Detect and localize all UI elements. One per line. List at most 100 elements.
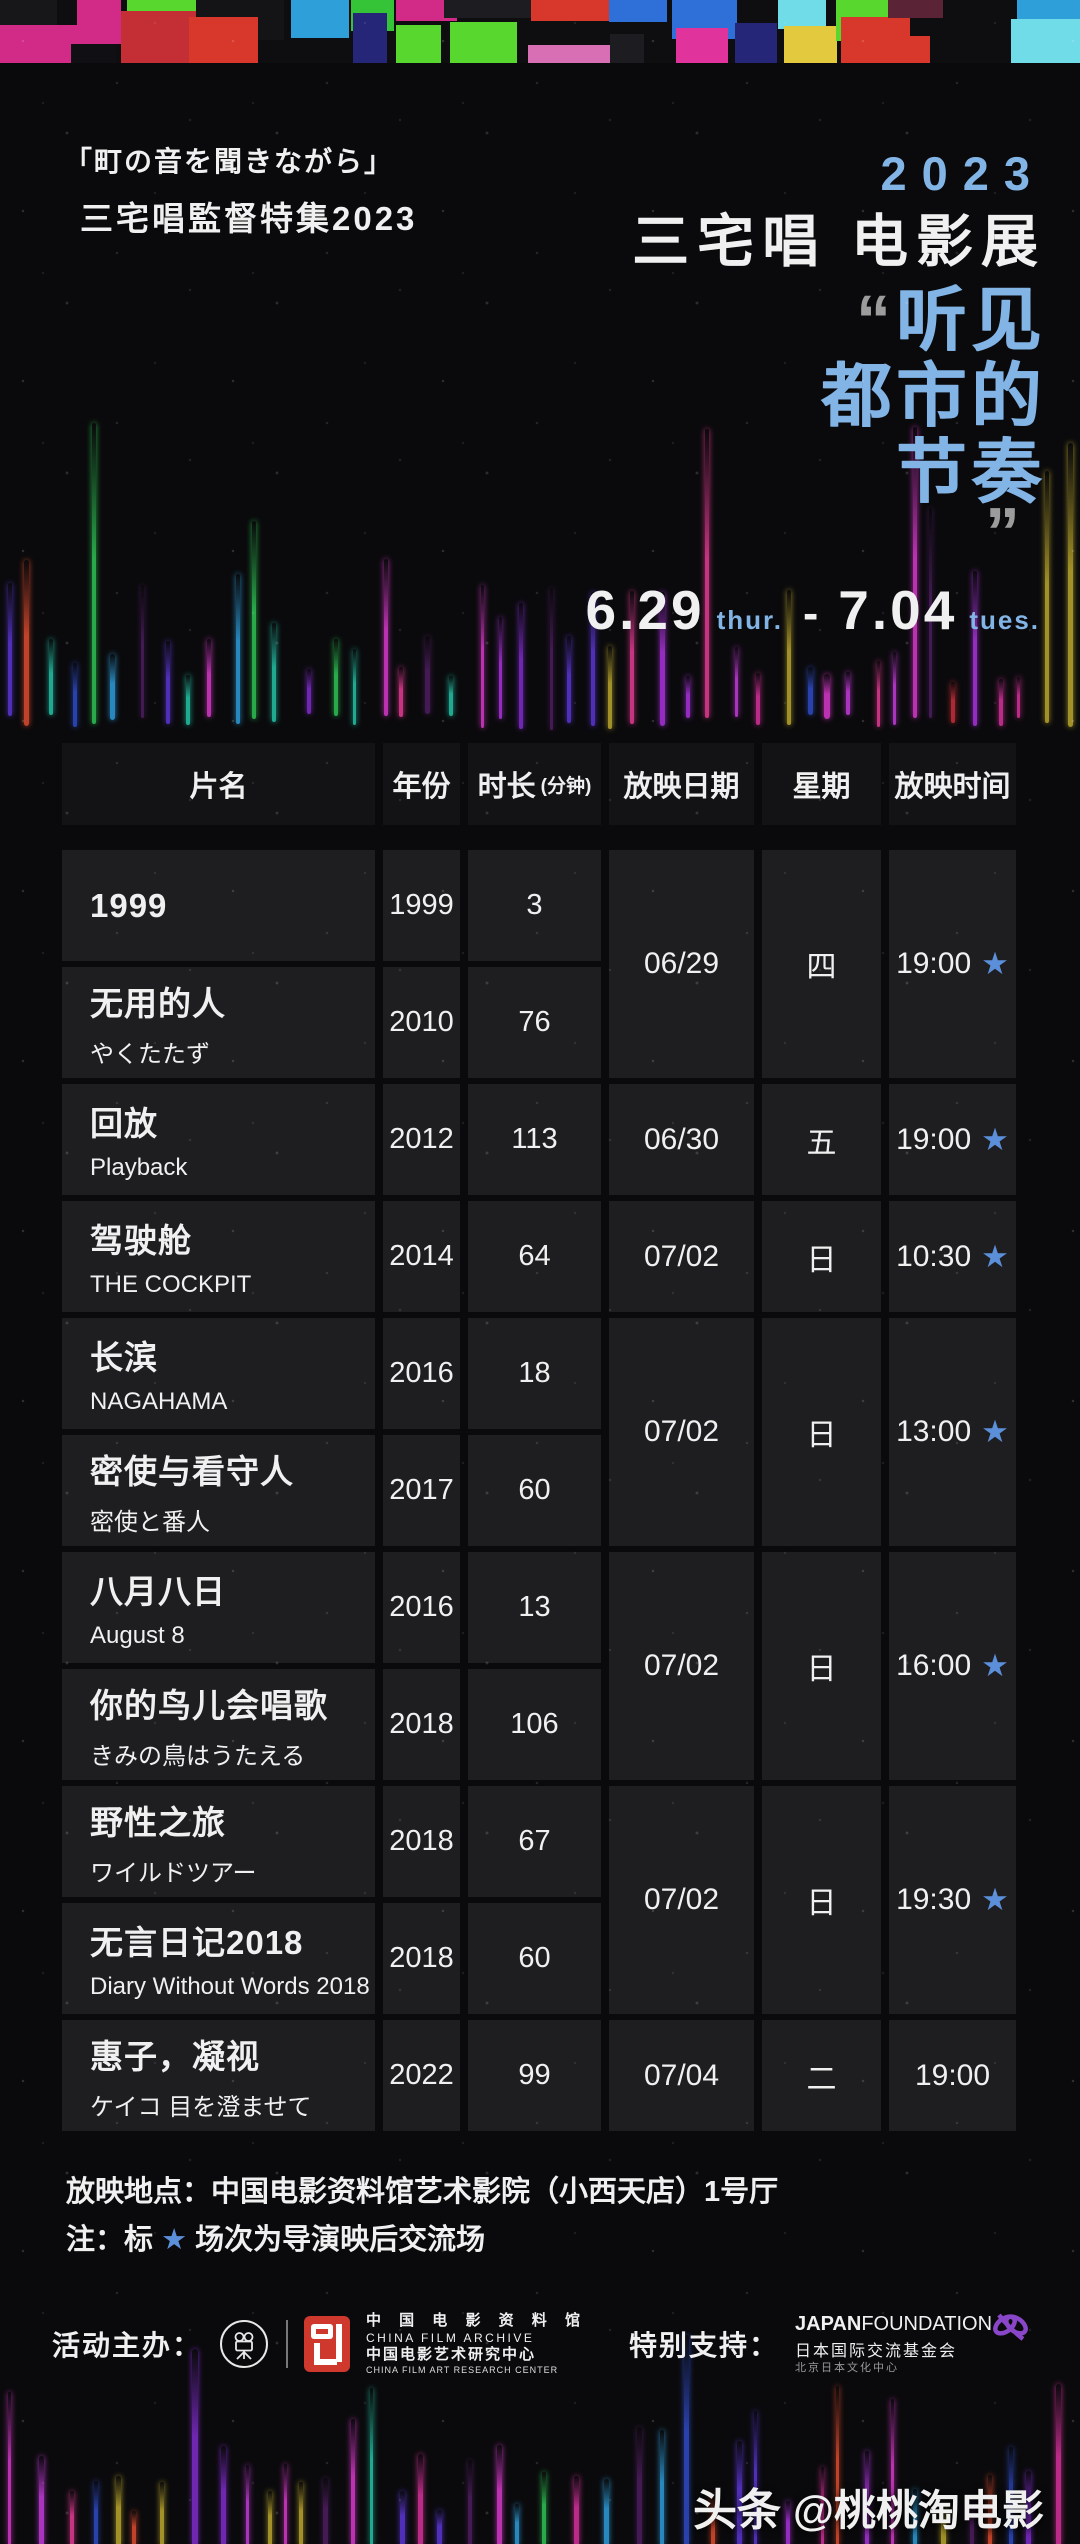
date-start: 6.29	[585, 579, 705, 641]
wave-line	[159, 2482, 165, 2544]
wave-line	[424, 635, 431, 715]
film-subtitle: ワイルドツアー	[90, 1859, 257, 1887]
screening-weekday-cell: 二	[762, 2020, 881, 2131]
film-year-cell: 2018	[383, 1669, 460, 1780]
film-duration-cell: 60	[468, 1903, 601, 2014]
waveform-top-decoration	[0, 0, 1080, 734]
film-subtitle: やくたたず	[90, 1040, 210, 1068]
wave-line	[417, 2454, 423, 2544]
wave-line	[660, 591, 666, 726]
wave-line	[73, 663, 77, 727]
wave-line	[480, 585, 484, 728]
film-title: 野性之旅	[90, 1803, 226, 1841]
wave-line	[496, 2445, 502, 2544]
quote-close-line: ”	[821, 497, 1020, 567]
wave-line	[110, 654, 115, 721]
wave-line	[498, 616, 503, 720]
glitch-block	[1011, 18, 1080, 63]
wave-line	[912, 2489, 918, 2544]
film-duration-cell: 113	[468, 1084, 601, 1195]
cfa-center-en: CHINA FILM ART RESEARCH CENTER	[365, 2364, 559, 2375]
screening-weekday-cell: 四	[762, 850, 881, 1078]
screening-date-cell: 06/30	[609, 1084, 754, 1195]
film-year-cell: 2010	[383, 967, 460, 1078]
screening-time-cell: 19:00	[889, 2020, 1016, 2131]
credits-row: 活动主办： 中 国 电 影 资 料 馆 CHINA FILM ARCHIVE 中…	[0, 2312, 1080, 2376]
film-duration-cell: 76	[468, 967, 601, 1078]
screening-weekday-cell: 日	[762, 1318, 881, 1546]
wave-line	[299, 2481, 304, 2544]
wave-line	[93, 2480, 98, 2544]
header-label: 年份	[392, 771, 451, 803]
wave-line	[140, 584, 145, 718]
glitch-block	[783, 25, 837, 63]
watermark: 头条 @桃桃淘电影	[693, 2474, 1044, 2538]
wave-line	[786, 2501, 790, 2544]
screening-time: 19:00	[896, 1122, 972, 1156]
wave-line	[307, 669, 311, 715]
slogan-line-1-text: 听见	[896, 281, 1046, 359]
wave-line	[49, 639, 53, 716]
screening-time: 16:00	[896, 1649, 972, 1682]
star-icon: ★	[161, 2224, 188, 2256]
film-title-cell: 无言日记2018 Diary Without Words 2018	[62, 1903, 375, 2014]
film-title-cell: 密使与看守人 密使と番人	[62, 1435, 375, 1546]
jf-name-rest: FOUNDATION	[861, 2313, 993, 2335]
slogan-line-1: “听见	[821, 282, 1046, 358]
wave-line	[711, 2494, 715, 2544]
cfa-name-block: 中 国 电 影 资 料 馆 CHINA FILM ARCHIVE 中国电影艺术研…	[366, 2312, 587, 2376]
schedule-body: 1999 1999 3 无用的人 やくたたず 2010 76 回放 Playback 2012 11…	[62, 850, 1018, 2131]
wave-line	[8, 2392, 12, 2544]
date-range: 6.29 thur. - 7.04 tues.	[586, 578, 1040, 642]
watermark-brand: 头条	[693, 2486, 782, 2535]
organizer-label: 活动主办：	[51, 2329, 202, 2361]
header-cell-year: 年份	[383, 743, 460, 825]
wave-line	[988, 2475, 992, 2544]
star-icon: ★	[981, 946, 1009, 981]
film-year-cell: 1999	[383, 850, 460, 961]
glitch-block	[531, 0, 612, 21]
star-icon: ★	[981, 1648, 1009, 1683]
wave-line	[950, 681, 956, 723]
wave-line	[607, 646, 612, 730]
wave-line	[890, 2399, 894, 2544]
notes-block: 放映地点：中国电影资料馆艺术影院（小西天店）1号厅 注：标 ★ 场次为导演映后交…	[66, 2168, 778, 2264]
glitch-block	[528, 44, 617, 63]
wave-line	[630, 590, 634, 725]
cfa-name-en: CHINA FILM ARCHIVE	[365, 2330, 535, 2345]
screening-time-cell: 13:00 ★	[889, 1318, 1016, 1546]
jf-name-bold: JAPAN	[795, 2313, 862, 2335]
header-label: 时长	[477, 771, 536, 803]
wave-line	[754, 2410, 758, 2544]
wave-line	[1025, 2471, 1031, 2544]
film-subtitle: THE COCKPIT	[90, 1271, 252, 1298]
japan-foundation-ribbon-icon	[993, 2313, 1028, 2341]
date-end: 7.04	[838, 579, 958, 641]
header-label: 放映时间	[894, 771, 1011, 803]
festival-year: 2023	[880, 147, 1045, 200]
film-duration-cell: 106	[468, 1669, 601, 1780]
wave-line	[636, 2427, 642, 2544]
wave-line	[845, 672, 851, 716]
film-subtitle: August 8	[90, 1622, 185, 1649]
film-year-cell: 2016	[383, 1552, 460, 1663]
film-title-cell: 野性之旅ワイルドツアー	[62, 1786, 375, 1897]
festival-subtitle-line1: 「町の音を聞きながら」	[64, 146, 395, 177]
quote-open: “	[856, 281, 896, 359]
venue-note: 放映地点：中国电影资料馆艺术影院（小西天店）1号厅	[66, 2176, 779, 2208]
wave-line	[1016, 677, 1021, 718]
wave-line	[835, 2386, 840, 2544]
wave-line	[267, 2491, 273, 2544]
film-title: 八月八日	[90, 1573, 226, 1610]
film-duration-cell: 13	[468, 1552, 601, 1663]
film-title: 你的鸟儿会唱歌	[90, 1686, 328, 1724]
wave-line	[1067, 442, 1073, 727]
wave-line	[941, 2505, 946, 2544]
glitch-block	[610, 34, 645, 63]
header-cell-weekday: 星期	[762, 743, 881, 825]
supporter-label: 特别支持：	[628, 2329, 779, 2361]
glitch-block	[888, 36, 930, 63]
header-cell-duration: 时长 (分钟)	[468, 743, 601, 825]
wave-line	[186, 674, 190, 726]
